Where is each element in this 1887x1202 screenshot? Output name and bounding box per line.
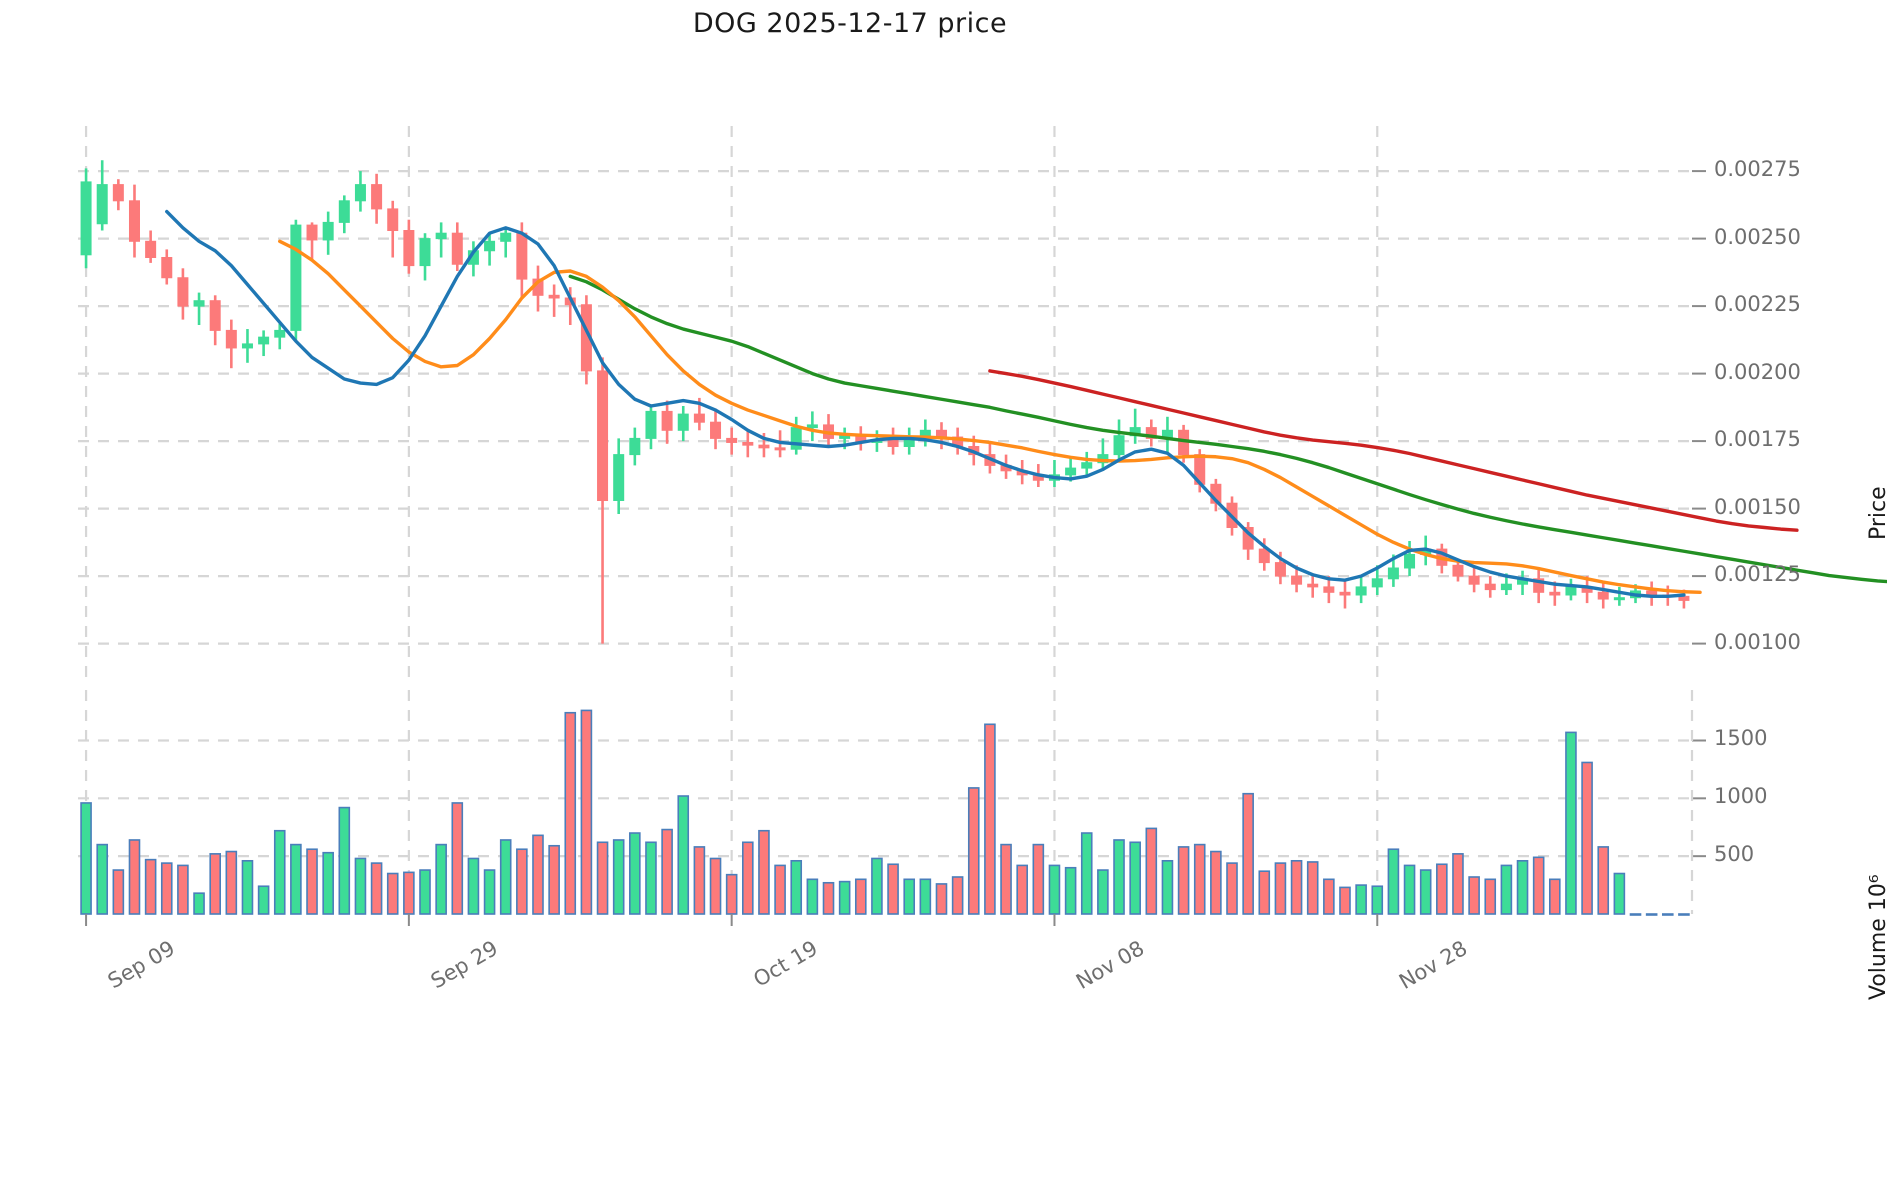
volume-bar-series xyxy=(80,709,1690,916)
price-tick-label: 0.00250 xyxy=(1714,224,1801,249)
volume-tick-label: 1500 xyxy=(1714,726,1768,751)
price-tick-label: 0.00125 xyxy=(1714,562,1801,587)
volume-tick-label: 1000 xyxy=(1714,784,1768,809)
candlestick-series xyxy=(80,160,1690,644)
moving-average-lines xyxy=(165,209,1887,599)
volume-tick-label: 500 xyxy=(1714,842,1755,867)
price-tick-label: 0.00275 xyxy=(1714,157,1801,182)
page-title: DOG 2025-12-17 price xyxy=(692,8,1008,39)
price-tick-label: 0.00225 xyxy=(1714,292,1801,317)
price-tick-label: 0.00150 xyxy=(1714,494,1801,519)
price-tick-label: 0.00200 xyxy=(1714,359,1801,384)
gridlines xyxy=(78,126,1692,914)
axis-tickmarks xyxy=(85,170,1706,926)
price-tick-label: 0.00175 xyxy=(1714,427,1801,452)
price-axis-label: Price xyxy=(1866,486,1887,540)
volume-axis-label: Volume 10⁶ xyxy=(1866,874,1887,1000)
price-tick-label: 0.00100 xyxy=(1714,629,1801,654)
